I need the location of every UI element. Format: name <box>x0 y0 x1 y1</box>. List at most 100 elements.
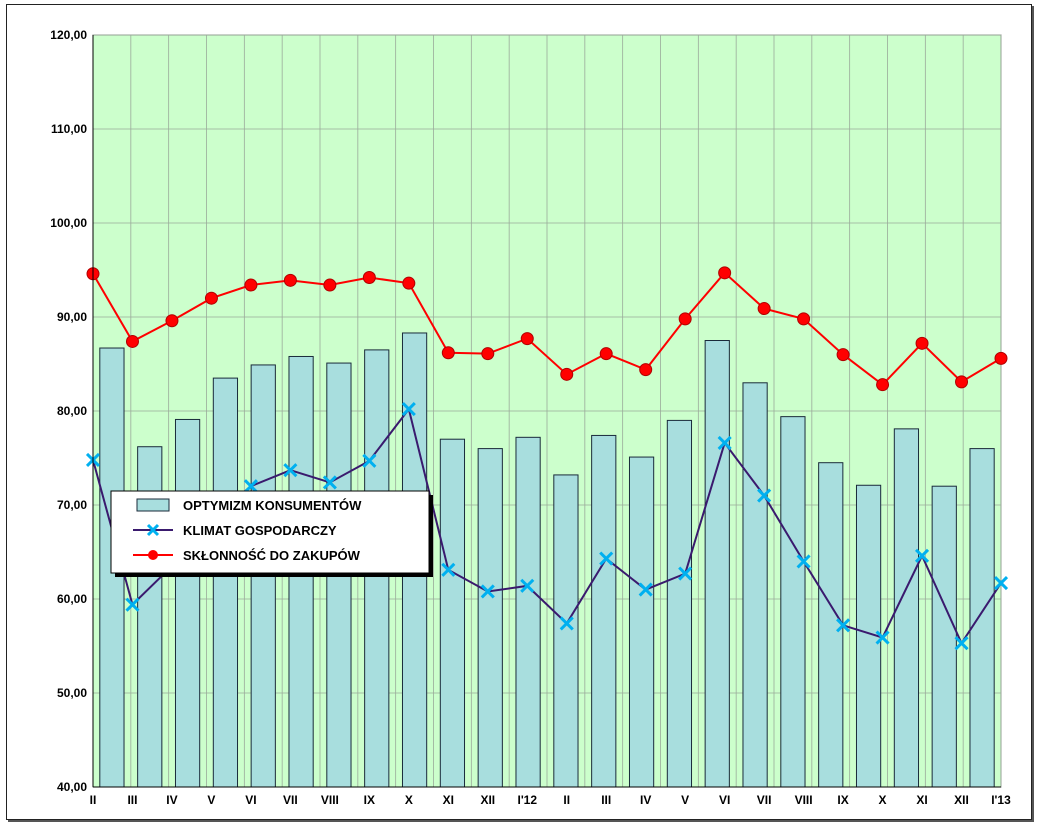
marker-stroke <box>125 597 140 612</box>
y-tick-label: 100,00 <box>50 216 87 230</box>
legend-swatch-bar <box>136 498 170 512</box>
marker-stroke <box>401 402 416 417</box>
y-tick-label: 120,00 <box>50 28 87 42</box>
point-klimat <box>678 566 693 581</box>
point-sklonnosc <box>165 314 179 328</box>
x-tick-label: VIII <box>321 793 339 807</box>
marker-stroke <box>480 584 495 599</box>
x-tick-label: III <box>601 793 611 807</box>
legend-label: SKŁONNOŚĆ DO ZAKUPÓW <box>183 548 361 563</box>
x-tick-label: IV <box>166 793 177 807</box>
point-klimat <box>993 575 1009 591</box>
x-tick-label: XII <box>954 793 969 807</box>
legend-label: OPTYMIZM KONSUMENTÓW <box>183 498 362 513</box>
marker-stroke <box>757 488 772 503</box>
y-tick-label: 40,00 <box>57 780 87 794</box>
point-sklonnosc <box>836 348 850 362</box>
point-klimat <box>283 463 298 478</box>
x-tick-label: XI <box>916 793 927 807</box>
point-sklonnosc <box>244 278 258 292</box>
x-tick-label: XI <box>443 793 454 807</box>
series-line-sklonnosc <box>92 271 1002 387</box>
x-tick-label: II <box>90 793 97 807</box>
point-sklonnosc <box>599 347 613 361</box>
marker-stroke <box>954 636 969 651</box>
bar-optymizm <box>553 474 579 788</box>
point-klimat <box>243 479 258 494</box>
bar-optymizm <box>439 438 466 788</box>
bar-optymizm <box>628 456 655 788</box>
x-tick-label: II <box>563 793 570 807</box>
bar-optymizm <box>818 462 844 788</box>
point-sklonnosc <box>678 312 692 326</box>
x-tick-label: V <box>681 793 689 807</box>
marker-stroke <box>875 630 890 645</box>
marker-stroke <box>559 616 574 631</box>
bar-optymizm <box>591 434 617 788</box>
marker-stroke <box>717 435 732 451</box>
point-klimat <box>954 636 969 651</box>
point-klimat <box>480 584 495 599</box>
bar-optymizm <box>515 436 541 788</box>
marker-stroke <box>599 551 614 566</box>
point-sklonnosc <box>955 375 969 389</box>
bar-optymizm <box>931 485 957 788</box>
point-sklonnosc <box>797 312 811 326</box>
bar-optymizm <box>174 418 201 788</box>
x-tick-label: IX <box>364 793 375 807</box>
x-tick-label: X <box>879 793 887 807</box>
marker-stroke <box>441 562 456 577</box>
y-tick-label: 110,00 <box>51 122 87 136</box>
x-tick-label: X <box>405 793 413 807</box>
point-sklonnosc <box>323 278 337 292</box>
point-klimat <box>441 562 456 577</box>
y-tick-label: 60,00 <box>57 592 87 606</box>
x-tick-label: VII <box>757 793 772 807</box>
point-sklonnosc <box>994 351 1008 365</box>
bar-optymizm <box>477 448 503 788</box>
point-klimat <box>599 551 614 566</box>
marker-stroke <box>993 575 1009 591</box>
x-tick-label: VIII <box>795 793 813 807</box>
bar-optymizm <box>780 416 806 788</box>
point-sklonnosc <box>520 332 534 346</box>
marker-stroke <box>520 578 535 593</box>
marker-stroke <box>362 453 377 468</box>
x-tick-label: V <box>207 793 215 807</box>
point-sklonnosc <box>283 273 297 287</box>
point-klimat <box>559 616 574 631</box>
point-klimat <box>362 453 377 468</box>
point-sklonnosc <box>441 346 455 360</box>
point-klimat <box>875 630 890 645</box>
marker-stroke <box>283 463 298 478</box>
point-sklonnosc <box>876 378 890 392</box>
y-tick-label: 90,00 <box>57 310 87 324</box>
bar-optymizm <box>893 428 920 788</box>
x-tick-label: VI <box>719 793 730 807</box>
x-tick-label: XII <box>480 793 495 807</box>
point-klimat <box>914 548 930 563</box>
legend-label: KLIMAT GOSPODARCZY <box>183 523 337 538</box>
x-tick-label: I'12 <box>517 793 537 807</box>
bar-optymizm <box>969 448 995 788</box>
marker-stroke <box>638 582 653 597</box>
marker-stroke <box>836 618 851 633</box>
point-sklonnosc <box>481 347 495 361</box>
x-tick-label: I'13 <box>991 793 1011 807</box>
marker-stroke <box>678 566 693 581</box>
marker-stroke <box>322 475 337 490</box>
point-sklonnosc <box>362 271 376 285</box>
point-sklonnosc <box>125 334 139 348</box>
marker-stroke <box>796 554 811 569</box>
x-tick-label: IX <box>837 793 848 807</box>
legend-swatch-marker <box>148 550 158 560</box>
point-klimat <box>717 435 732 451</box>
point-klimat <box>125 597 140 612</box>
point-klimat <box>836 618 851 633</box>
point-klimat <box>401 402 416 417</box>
point-sklonnosc <box>204 291 218 305</box>
bar-optymizm <box>704 340 730 788</box>
y-tick-label: 50,00 <box>57 686 87 700</box>
x-tick-label: VI <box>245 793 256 807</box>
